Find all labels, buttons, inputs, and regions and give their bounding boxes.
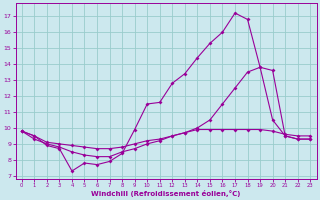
X-axis label: Windchill (Refroidissement éolien,°C): Windchill (Refroidissement éolien,°C) <box>91 190 241 197</box>
